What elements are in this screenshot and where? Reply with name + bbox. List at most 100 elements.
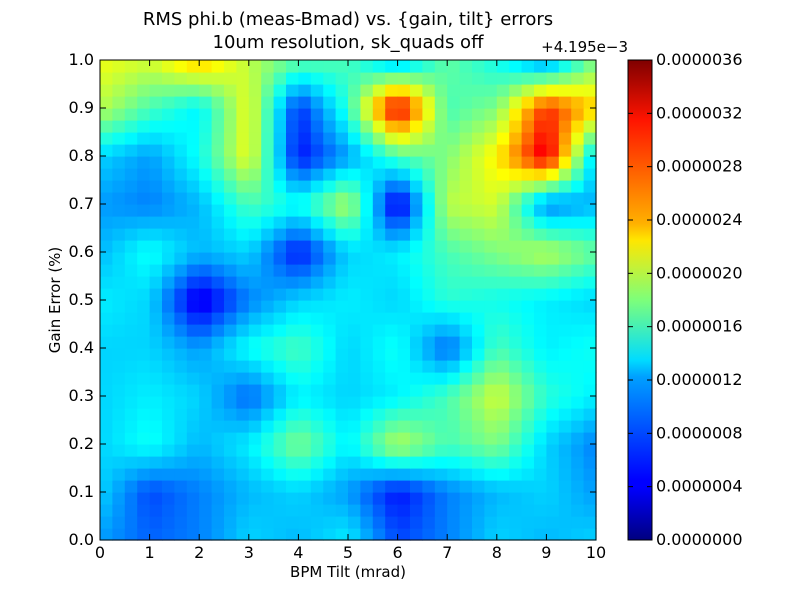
- contour-cell: [298, 156, 312, 169]
- contour-cell: [261, 408, 275, 421]
- contour-cell: [186, 192, 200, 205]
- contour-cell: [434, 444, 448, 457]
- contour-cell: [112, 300, 126, 313]
- contour-cell: [174, 528, 188, 541]
- contour-cell: [137, 276, 151, 289]
- contour-cell: [236, 516, 250, 529]
- contour-cell: [323, 504, 337, 517]
- contour-cell: [372, 168, 386, 181]
- contour-cell: [199, 312, 213, 325]
- contour-cell: [286, 120, 299, 133]
- contour-cell: [236, 456, 250, 469]
- contour-cell: [410, 168, 423, 181]
- contour-cell: [335, 420, 349, 433]
- contour-cell: [372, 444, 386, 457]
- contour-cell: [496, 228, 510, 241]
- contour-cell: [186, 60, 200, 73]
- contour-cell: [323, 516, 337, 529]
- contour-cell: [558, 300, 572, 313]
- contour-cell: [323, 240, 337, 253]
- contour-cell: [261, 132, 275, 145]
- contour-cell: [372, 528, 386, 541]
- contour-cell: [360, 384, 374, 397]
- contour-cell: [273, 480, 287, 493]
- contour-cell: [186, 384, 200, 397]
- contour-cell: [323, 384, 337, 397]
- contour-cell: [410, 324, 423, 337]
- contour-cell: [137, 420, 151, 433]
- contour-cell: [261, 372, 275, 385]
- contour-cell: [273, 264, 287, 277]
- contour-cell: [534, 480, 547, 493]
- contour-cell: [372, 96, 386, 109]
- contour-cell: [372, 432, 386, 445]
- contour-cell: [558, 72, 572, 85]
- contour-cell: [310, 252, 324, 265]
- contour-cell: [211, 528, 225, 541]
- contour-cell: [348, 360, 361, 373]
- contour-cell: [236, 216, 250, 229]
- contour-cell: [558, 516, 572, 529]
- contour-cell: [137, 528, 151, 541]
- contour-cell: [534, 192, 547, 205]
- contour-cell: [472, 228, 485, 241]
- contour-cell: [397, 324, 411, 337]
- contour-cell: [236, 228, 250, 241]
- contour-cell: [372, 492, 386, 505]
- contour-cell: [521, 396, 535, 409]
- contour-cell: [410, 384, 423, 397]
- contour-cell: [124, 120, 138, 133]
- contour-cell: [286, 168, 299, 181]
- contour-cell: [248, 144, 262, 157]
- contour-cell: [248, 420, 262, 433]
- contour-cell: [410, 264, 423, 277]
- contour-cell: [236, 252, 250, 265]
- contour-cell: [310, 528, 324, 541]
- contour-cell: [434, 168, 448, 181]
- contour-cell: [521, 456, 535, 469]
- contour-cell: [360, 312, 374, 325]
- contour-cell: [583, 444, 597, 457]
- contour-cell: [534, 108, 547, 121]
- contour-cell: [496, 300, 510, 313]
- contour-cell: [509, 468, 523, 481]
- contour-cell: [162, 180, 175, 193]
- contour-cell: [348, 264, 361, 277]
- contour-cell: [286, 396, 299, 409]
- contour-cell: [385, 132, 399, 145]
- contour-cell: [186, 444, 200, 457]
- contour-cell: [571, 60, 585, 73]
- x-tick-label: 8: [492, 543, 502, 562]
- contour-cell: [534, 204, 547, 217]
- contour-cell: [422, 252, 436, 265]
- contour-cell: [472, 504, 485, 517]
- contour-cell: [571, 336, 585, 349]
- contour-cell: [521, 264, 535, 277]
- contour-cell: [447, 444, 461, 457]
- contour-cell: [199, 156, 213, 169]
- contour-cell: [546, 396, 560, 409]
- contour-cell: [360, 108, 374, 121]
- contour-cell: [261, 60, 275, 73]
- contour-cell: [472, 480, 485, 493]
- contour-cell: [348, 252, 361, 265]
- contour-cell: [571, 180, 585, 193]
- contour-cell: [261, 480, 275, 493]
- contour-cell: [112, 408, 126, 421]
- contour-cell: [124, 384, 138, 397]
- contour-cell: [162, 528, 175, 541]
- contour-cell: [459, 120, 473, 133]
- contour-cell: [162, 252, 175, 265]
- contour-cell: [211, 144, 225, 157]
- contour-cell: [199, 396, 213, 409]
- contour-cell: [484, 372, 498, 385]
- contour-cell: [397, 480, 411, 493]
- contour-cell: [211, 372, 225, 385]
- contour-cell: [199, 300, 213, 313]
- contour-cell: [360, 192, 374, 205]
- contour-cell: [137, 516, 151, 529]
- x-tick-label: 3: [244, 543, 254, 562]
- contour-cell: [372, 252, 386, 265]
- contour-cell: [583, 456, 597, 469]
- contour-cell: [124, 492, 138, 505]
